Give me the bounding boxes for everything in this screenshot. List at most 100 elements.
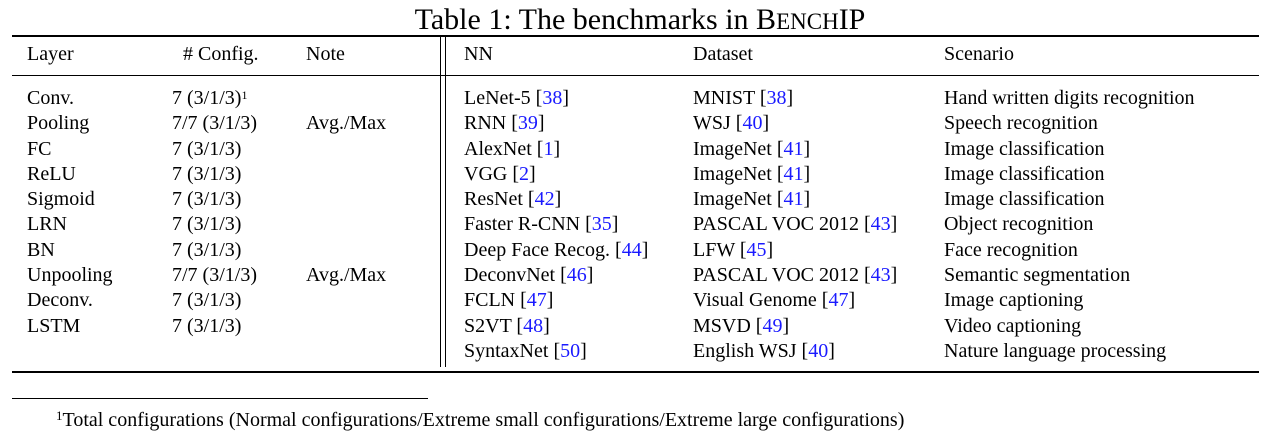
scenario-cell: Nature language processing [944, 339, 1195, 364]
footnote-number: 1 [56, 408, 63, 423]
scenario-column: Hand written digits recognition Speech r… [944, 86, 1195, 364]
dataset-name: LFW [693, 239, 740, 261]
note-cell [306, 137, 386, 162]
nn-name: RNN [464, 112, 511, 134]
citation-link[interactable]: 48 [523, 315, 543, 337]
header-scenario: Scenario [944, 42, 1014, 67]
citation-link[interactable]: 1 [543, 138, 553, 160]
citation-link[interactable]: 41 [784, 138, 804, 160]
layer-column: Conv. Pooling FC ReLU Sigmoid LRN BN Unp… [27, 86, 113, 339]
config-cell: 7/7 (3/1/3) [172, 111, 257, 136]
nn-name: DeconvNet [464, 264, 560, 286]
citation-link[interactable]: 2 [519, 163, 529, 185]
citation-link[interactable]: 40 [808, 340, 828, 362]
config-cell: 7 (3/1/3) [172, 212, 257, 237]
citation-link[interactable]: 41 [784, 188, 804, 210]
layer-cell: LSTM [27, 314, 113, 339]
note-cell [306, 187, 386, 212]
citation-link[interactable]: 46 [567, 264, 587, 286]
citation-link[interactable]: 50 [560, 340, 580, 362]
note-cell [306, 314, 386, 339]
config-cell: 7 (3/1/3)1 [172, 86, 257, 111]
footnote-text: Total configurations (Normal configurati… [63, 409, 905, 431]
scenario-cell: Image classification [944, 162, 1195, 187]
dataset-cell: ImageNet [41] [693, 187, 897, 212]
scenario-cell: Face recognition [944, 238, 1195, 263]
citation-link[interactable]: 45 [747, 239, 767, 261]
nn-cell: Faster R-CNN [35] [464, 212, 648, 237]
citation-link[interactable]: 43 [871, 213, 891, 235]
header-rule [12, 75, 1259, 76]
citation-link[interactable]: 35 [592, 213, 612, 235]
dataset-name: PASCAL VOC 2012 [693, 213, 864, 235]
dataset-name: ImageNet [693, 188, 777, 210]
citation-link[interactable]: 41 [784, 163, 804, 185]
caption-prefix: Table 1: The benchmarks in [415, 3, 756, 36]
citation-link[interactable]: 42 [535, 188, 555, 210]
scenario-cell: Speech recognition [944, 111, 1195, 136]
note-cell [306, 212, 386, 237]
citation-link[interactable]: 43 [871, 264, 891, 286]
dataset-cell: MNIST [38] [693, 86, 897, 111]
layer-cell: Conv. [27, 86, 113, 111]
dataset-cell: MSVD [49] [693, 314, 897, 339]
config-column: 7 (3/1/3)1 7/7 (3/1/3) 7 (3/1/3) 7 (3/1/… [172, 86, 257, 339]
header-config: # Config. [183, 42, 259, 67]
config-cell: 7 (3/1/3) [172, 314, 257, 339]
dataset-name: English WSJ [693, 340, 802, 362]
citation-link[interactable]: 44 [622, 239, 642, 261]
dataset-cell: PASCAL VOC 2012 [43] [693, 212, 897, 237]
dataset-name: MNIST [693, 87, 760, 109]
dataset-name: WSJ [693, 112, 736, 134]
header-note: Note [306, 42, 345, 67]
note-cell [306, 86, 386, 111]
nn-cell: RNN [39] [464, 111, 648, 136]
nn-column: LeNet-5 [38] RNN [39] AlexNet [1] VGG [2… [464, 86, 648, 364]
nn-name: S2VT [464, 315, 516, 337]
nn-cell: DeconvNet [46] [464, 263, 648, 288]
note-column: Avg./Max Avg./Max [306, 86, 386, 339]
citation-link[interactable]: 47 [828, 289, 848, 311]
dataset-cell: PASCAL VOC 2012 [43] [693, 263, 897, 288]
citation-link[interactable]: 38 [542, 87, 562, 109]
citation-link[interactable]: 49 [762, 315, 782, 337]
scenario-cell: Image classification [944, 137, 1195, 162]
layer-cell: FC [27, 137, 113, 162]
nn-cell: Deep Face Recog. [44] [464, 238, 648, 263]
config-cell: 7 (3/1/3) [172, 288, 257, 313]
citation-link[interactable]: 38 [767, 87, 787, 109]
caption-name-b: B [756, 3, 776, 36]
nn-name: SyntaxNet [464, 340, 553, 362]
caption-name-ench: ENCH [776, 9, 839, 34]
citation-link[interactable]: 40 [742, 112, 762, 134]
scenario-cell: Image captioning [944, 288, 1195, 313]
column-divider-left [440, 37, 441, 367]
note-cell: Avg./Max [306, 111, 386, 136]
note-cell: Avg./Max [306, 263, 386, 288]
note-cell [306, 162, 386, 187]
config-value: 7 (3/1/3) [172, 87, 241, 109]
layer-cell: LRN [27, 212, 113, 237]
citation-link[interactable]: 47 [527, 289, 547, 311]
citation-link[interactable]: 39 [518, 112, 538, 134]
dataset-name: MSVD [693, 315, 756, 337]
scenario-cell: Hand written digits recognition [944, 86, 1195, 111]
layer-cell: Unpooling [27, 263, 113, 288]
nn-cell: VGG [2] [464, 162, 648, 187]
nn-name: AlexNet [464, 138, 537, 160]
scenario-cell: Object recognition [944, 212, 1195, 237]
dataset-name: Visual Genome [693, 289, 822, 311]
footnote-rule [12, 398, 428, 399]
config-cell: 7/7 (3/1/3) [172, 263, 257, 288]
nn-name: FCLN [464, 289, 520, 311]
dataset-name: PASCAL VOC 2012 [693, 264, 864, 286]
footnote: 1Total configurations (Normal configurat… [56, 407, 904, 433]
dataset-cell: WSJ [40] [693, 111, 897, 136]
dataset-cell: ImageNet [41] [693, 137, 897, 162]
dataset-cell: English WSJ [40] [693, 339, 897, 364]
config-cell: 7 (3/1/3) [172, 137, 257, 162]
dataset-cell: LFW [45] [693, 238, 897, 263]
config-cell: 7 (3/1/3) [172, 238, 257, 263]
caption-name-ip: IP [839, 3, 866, 36]
nn-name: LeNet-5 [464, 87, 536, 109]
